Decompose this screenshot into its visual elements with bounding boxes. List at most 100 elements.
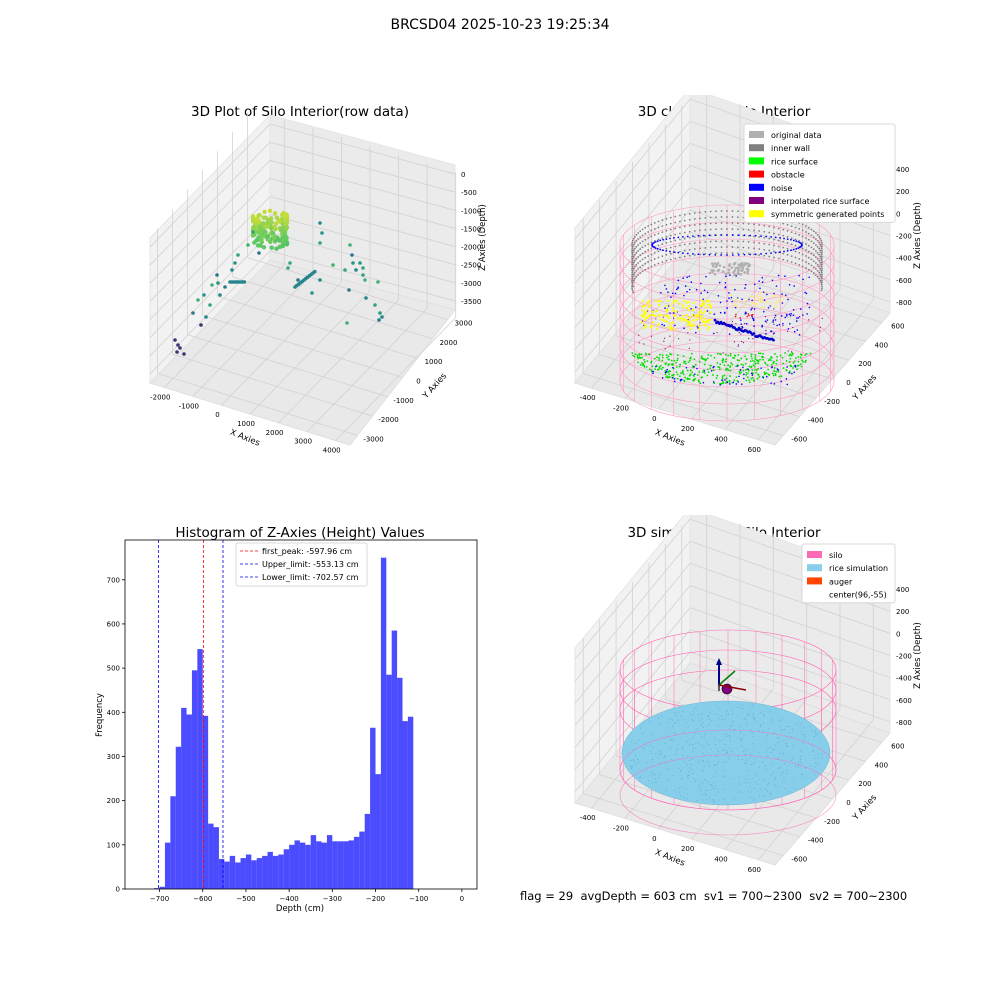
classified-point [796, 329, 799, 331]
classified-point [772, 338, 775, 342]
classified-point [696, 367, 698, 370]
rice-point [727, 733, 729, 735]
classified-point [821, 249, 823, 252]
classified-point [819, 249, 822, 252]
classified-point [705, 320, 708, 324]
classified-point [790, 312, 792, 315]
classified-point [818, 247, 821, 250]
data-point [176, 343, 180, 347]
grid-line [269, 196, 456, 247]
classified-point [708, 271, 712, 275]
rice-point [774, 776, 776, 778]
classified-point [641, 300, 644, 303]
rice-point [703, 737, 705, 739]
rice-point [731, 710, 733, 712]
data-point [173, 338, 177, 342]
rice-point [718, 707, 720, 709]
classified-point [657, 244, 660, 247]
z-axis-label: Z Axies (Depth) [478, 204, 488, 271]
classified-point [693, 242, 696, 244]
rice-point [682, 719, 684, 721]
classified-point [669, 335, 671, 337]
axis-arrow-z-head [716, 658, 722, 665]
classified-point [792, 326, 794, 329]
histogram-bar [397, 677, 403, 889]
rice-point [702, 722, 704, 724]
classified-point [637, 357, 640, 360]
classified-point [661, 219, 664, 221]
grid-line [574, 629, 691, 771]
classified-point [667, 299, 670, 302]
classified-point [744, 311, 747, 314]
classified-point [682, 369, 684, 372]
classified-point [639, 248, 642, 251]
classified-point [719, 384, 722, 386]
classified-point [814, 232, 817, 234]
classified-point [788, 283, 791, 286]
rice-point [750, 729, 752, 731]
classified-point [737, 222, 739, 225]
classified-point [683, 362, 686, 364]
rice-point [712, 800, 714, 802]
rice-point [649, 744, 651, 746]
classified-point [712, 366, 714, 369]
classified-point [720, 210, 723, 212]
data-point [347, 288, 351, 292]
rice-point [717, 725, 719, 727]
rice-point [764, 765, 766, 767]
classified-point [658, 317, 661, 320]
classified-point [689, 373, 692, 376]
grid-line [149, 232, 271, 357]
classified-point [812, 242, 815, 245]
classified-point [721, 361, 724, 364]
classified-point [635, 257, 638, 260]
classified-point [644, 232, 647, 235]
classified-point [782, 234, 785, 237]
classified-point [647, 237, 650, 239]
classified-point [699, 247, 701, 250]
grid-line [658, 268, 774, 410]
rice-point [671, 758, 673, 760]
classified-point [729, 274, 731, 276]
classified-point [753, 223, 755, 226]
classified-point [704, 234, 707, 237]
rice-point [706, 708, 708, 710]
classified-point [665, 320, 668, 323]
legend-swatch [807, 551, 822, 558]
classified-point [819, 326, 821, 328]
classified-point [697, 253, 700, 256]
rice-point [696, 800, 698, 802]
histogram-bar [154, 888, 160, 889]
classified-point [744, 287, 746, 289]
y-tick-label: 400 [107, 709, 120, 717]
rice-point [659, 762, 661, 764]
classified-point [786, 238, 789, 241]
rice-point [639, 776, 641, 778]
grid-line [187, 334, 388, 398]
rice-point [683, 761, 685, 763]
classified-point [752, 305, 755, 308]
rice-point [739, 739, 741, 741]
rice-point [751, 732, 753, 734]
z-tick-label: -2000 [461, 244, 481, 252]
classified-point [816, 239, 819, 242]
rice-point [821, 757, 823, 759]
classified-point [794, 256, 797, 259]
rice-point [785, 788, 787, 790]
classified-point [639, 266, 642, 269]
classified-point [818, 235, 821, 238]
classified-point [666, 356, 669, 359]
data-point [258, 237, 264, 242]
rice-point [762, 779, 764, 781]
classified-point [754, 234, 757, 237]
classified-point [789, 323, 791, 325]
classified-point [726, 323, 728, 325]
rice-point [665, 790, 667, 792]
rice-point [686, 798, 688, 800]
classified-point [757, 373, 759, 376]
rice-point [747, 759, 749, 761]
classified-point [751, 300, 754, 303]
classified-point [637, 274, 640, 276]
rice-point [715, 705, 717, 707]
classified-point [699, 211, 701, 214]
